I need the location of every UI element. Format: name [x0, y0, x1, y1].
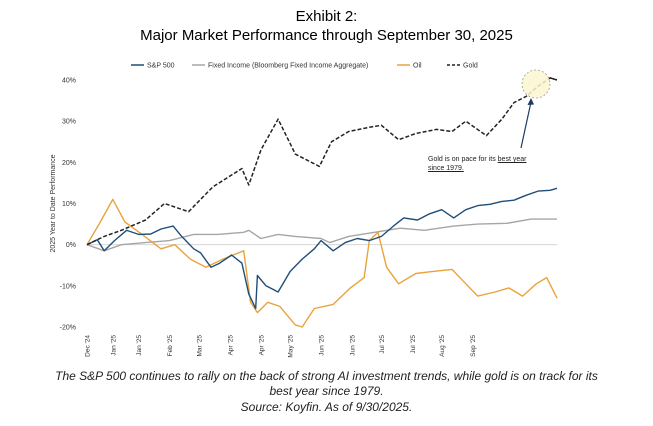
x-tick-label: Jun '25 — [319, 335, 326, 356]
exhibit-label: Exhibit 2: — [295, 8, 358, 25]
y-tick-label: 40% — [62, 78, 76, 85]
legend-label: Oil — [413, 63, 422, 70]
x-tick-label: Mar '25 — [196, 335, 203, 357]
series-line-1 — [86, 218, 557, 252]
y-tick-label: 30% — [62, 119, 76, 126]
y-tick-label: 10% — [62, 201, 76, 208]
gold-annotation-text: Gold is on pace for its — [428, 156, 498, 163]
x-tick-label: Jul '25 — [410, 335, 417, 354]
annotation-arrowhead — [527, 98, 534, 105]
y-tick-label: -10% — [60, 283, 76, 290]
legend-label: Gold — [463, 63, 478, 70]
annotation-arrow — [520, 101, 532, 149]
gold-annotation-underlined: best year since 1979. — [428, 156, 527, 172]
caption-source: Source: Koyfin. As of 9/30/2025. — [240, 400, 413, 414]
x-tick-label: May '25 — [288, 335, 295, 358]
x-tick-label: Sep '25 — [470, 335, 477, 357]
y-tick-label: 20% — [62, 160, 76, 167]
caption-line-1: The S&P 500 continues to rally on the ba… — [55, 369, 598, 383]
y-tick-label: 0% — [66, 242, 76, 249]
y-axis-label: 2025 Year to Date Performance — [50, 154, 57, 252]
series-line-0 — [86, 187, 558, 310]
x-tick-label: Apr '25 — [227, 335, 234, 356]
chart-title: Major Market Performance through Septemb… — [140, 27, 513, 44]
x-tick-label: Dec '24 — [85, 335, 92, 357]
x-tick-label: Jan '25 — [110, 335, 117, 356]
legend-label: S&P 500 — [147, 63, 175, 70]
gold-annotation: Gold is on pace for its best year since … — [428, 155, 538, 173]
series-line-2 — [86, 198, 558, 328]
x-tick-label: Feb '25 — [167, 335, 174, 357]
gold-highlight-circle — [521, 69, 551, 99]
x-tick-label: Jun '25 — [350, 335, 357, 356]
x-tick-label: Jan '25 — [136, 335, 143, 356]
x-tick-label: Aug '25 — [439, 335, 446, 357]
y-tick-label: -20% — [60, 325, 76, 332]
performance-chart: -20% -10% 0% 10% 20% 30% 40% 2025 Year to Date … — [50, 63, 558, 358]
series-line-3 — [86, 77, 558, 246]
legend-label: Fixed Income (Bloomberg Fixed Income Agg… — [208, 63, 368, 70]
caption-line-2: best year since 1979. — [269, 384, 384, 398]
x-tick-label: Apr '25 — [258, 335, 265, 356]
gold-tail-line — [549, 77, 558, 81]
x-tick-label: Jul '25 — [379, 335, 386, 354]
